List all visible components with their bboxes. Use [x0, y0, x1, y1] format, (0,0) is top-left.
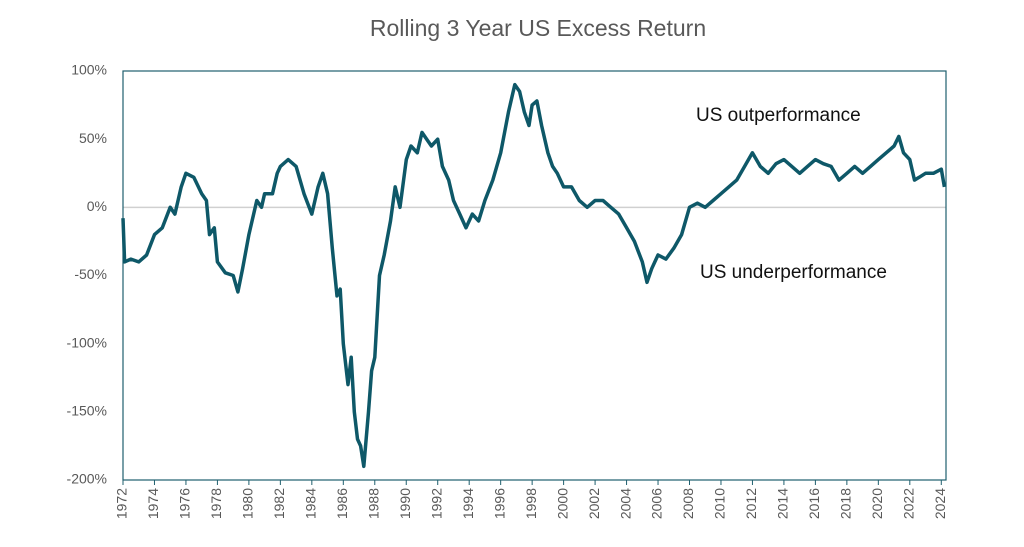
x-tick-label: 2020 [869, 488, 885, 519]
x-tick-label: 1984 [303, 488, 319, 519]
annotation: US underperformance [700, 262, 887, 283]
y-tick-label: -150% [67, 403, 107, 419]
x-tick-label: 2022 [901, 488, 917, 519]
y-tick-label: -100% [67, 334, 107, 350]
x-tick-label: 1998 [523, 488, 539, 519]
x-tick-label: 1980 [240, 488, 256, 519]
x-tick-label: 1990 [397, 488, 413, 519]
x-tick-label: 2004 [617, 488, 633, 519]
x-tick-label: 1986 [334, 488, 350, 519]
x-tick-label: 2000 [554, 488, 570, 519]
x-tick-label: 1988 [365, 488, 381, 519]
x-tick-label: 1976 [177, 488, 193, 519]
x-tick-label: 1974 [145, 488, 161, 519]
x-tick-label: 1982 [271, 488, 287, 519]
x-tick-label: 1972 [114, 488, 130, 519]
y-tick-label: 50% [79, 130, 107, 146]
x-tick-label: 2006 [649, 488, 665, 519]
y-tick-label: 100% [71, 62, 107, 78]
x-tick-label: 1996 [491, 488, 507, 519]
line-series [121, 82, 947, 469]
x-tick-label: 2008 [680, 488, 696, 519]
x-tick-label: 2018 [838, 488, 854, 519]
x-tick-label: 2012 [743, 488, 759, 519]
x-tick-label: 2002 [586, 488, 602, 519]
y-tick-label: -200% [67, 471, 107, 487]
x-tick-label: 1992 [428, 488, 444, 519]
x-tick-label: 2010 [712, 488, 728, 519]
x-tick-label: 2016 [806, 488, 822, 519]
y-tick-label: 0% [87, 198, 107, 214]
chart-title: Rolling 3 Year US Excess Return [370, 15, 706, 41]
y-tick-label: -50% [74, 266, 107, 282]
annotation: US outperformance [696, 105, 861, 126]
x-tick-label: 2024 [932, 488, 948, 519]
plot-border [122, 70, 947, 481]
x-tick-label: 1994 [460, 488, 476, 519]
x-tick-label: 1978 [208, 488, 224, 519]
x-tick-label: 2014 [775, 488, 791, 519]
